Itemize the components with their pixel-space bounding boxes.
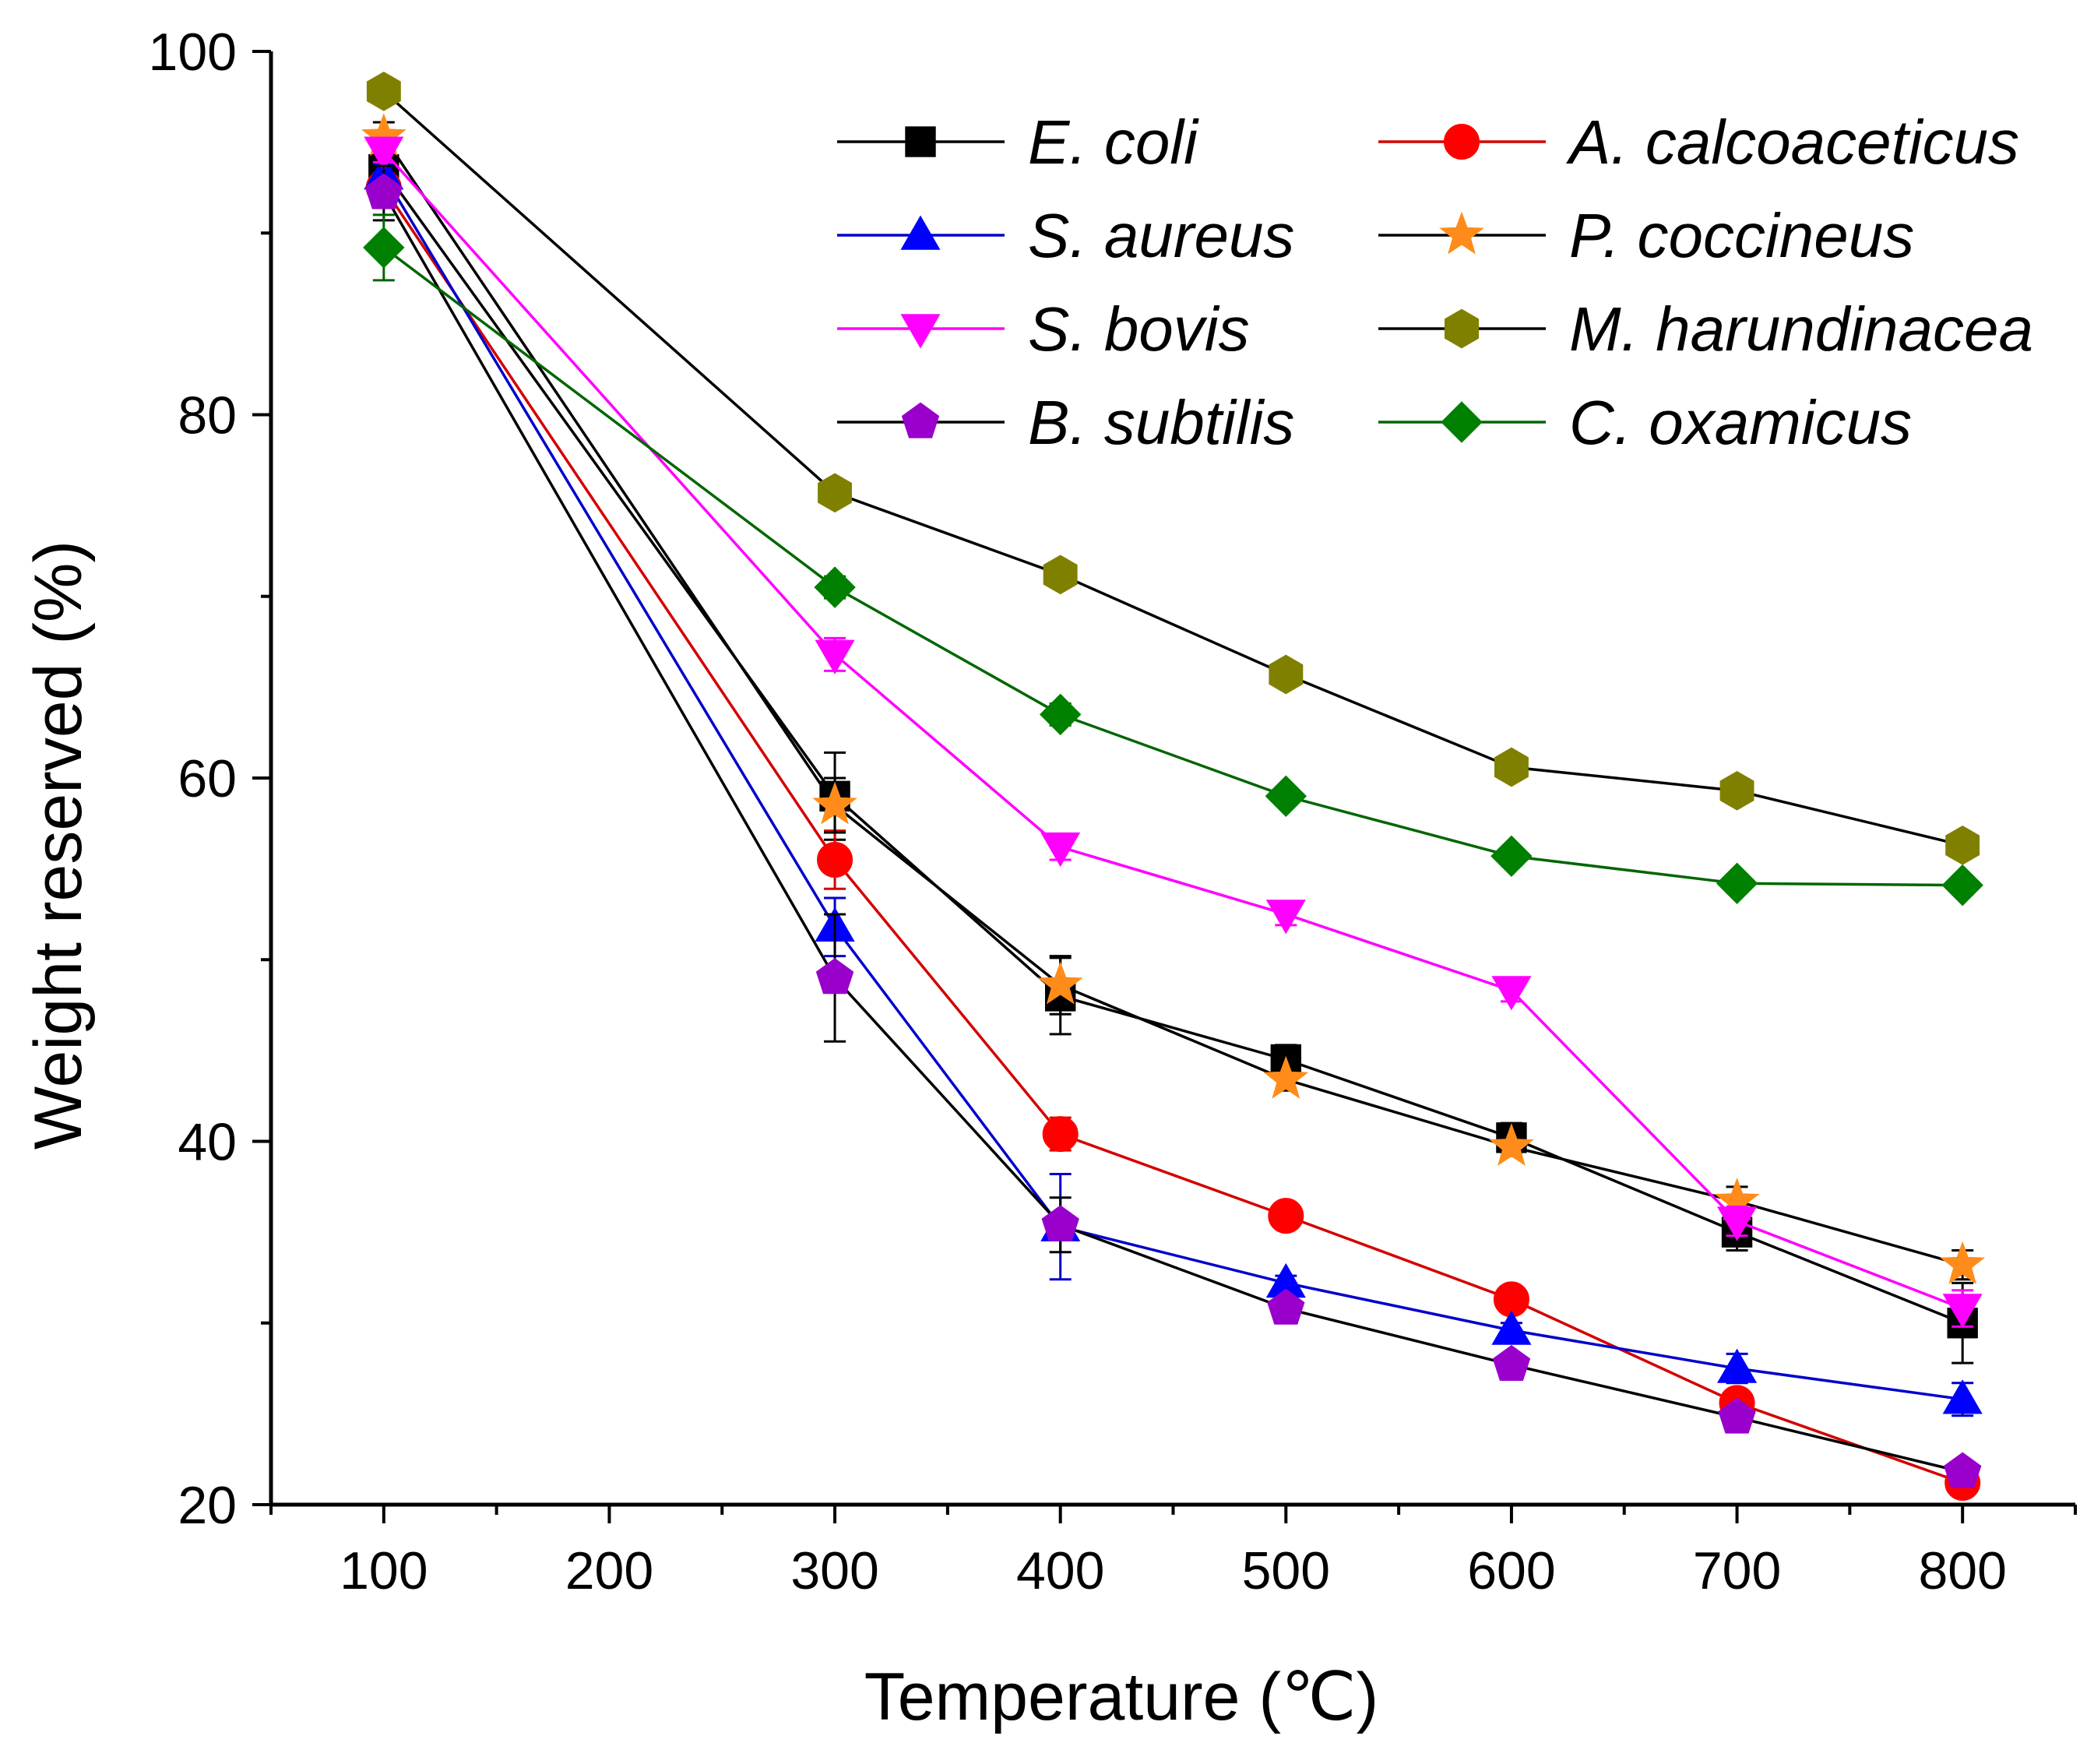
y-tick-label: 100 [149, 23, 237, 82]
data-point [1716, 1348, 1758, 1383]
data-point [1040, 832, 1081, 868]
data-point [1941, 864, 1983, 907]
data-point [1263, 1055, 1309, 1099]
data-point [1269, 654, 1304, 695]
data-point [814, 566, 856, 608]
legend-marker [1445, 308, 1479, 349]
data-point [1494, 747, 1529, 787]
legend-marker [900, 314, 941, 349]
data-point [1490, 835, 1533, 878]
legend-label: S. aureus [1028, 201, 1294, 270]
axes: 100 200 300 400 500 600 700 800 20 40 60 80 100 [149, 23, 2077, 1600]
x-tick-label: 800 [1918, 1541, 2006, 1600]
data-point [1041, 1205, 1079, 1241]
legend-label: B. subtilis [1028, 388, 1294, 457]
plot-area [361, 71, 1986, 1502]
legend-marker [901, 402, 940, 438]
data-point [1265, 900, 1306, 935]
data-point [1268, 1198, 1304, 1234]
legend-item: S. aureus [837, 201, 1294, 270]
legend-marker [1444, 124, 1480, 160]
data-point [364, 173, 403, 209]
data-point [1940, 1241, 1986, 1284]
x-tick-label: 400 [1016, 1541, 1104, 1600]
data-point [1716, 1206, 1758, 1241]
series-b-subtilis [364, 164, 1982, 1488]
y-tick-label: 40 [178, 1113, 237, 1172]
data-point [1039, 693, 1082, 736]
data-point [1267, 1288, 1305, 1325]
x-tick-label: 500 [1242, 1541, 1330, 1600]
data-point [815, 639, 855, 674]
data-point [1944, 1452, 1982, 1488]
legend-marker [900, 215, 941, 250]
x-tick-label: 700 [1693, 1541, 1781, 1600]
data-point [1489, 1123, 1534, 1167]
legend-label: P. coccineus [1569, 201, 1914, 270]
legend-marker [1441, 401, 1483, 443]
legend-item: A. calcoaceticus [1378, 107, 2019, 177]
data-point [1719, 770, 1754, 811]
legend-item: B. subtilis [837, 388, 1294, 457]
data-point [1716, 862, 1758, 905]
data-point [366, 71, 401, 111]
data-point [1942, 1294, 1983, 1329]
series-c-oxamicus [363, 213, 1983, 907]
data-point [1043, 555, 1078, 595]
data-point [1491, 1310, 1532, 1345]
data-point [1942, 1379, 1983, 1414]
data-point [817, 841, 853, 878]
legend-item: P. coccineus [1378, 201, 1914, 270]
data-point [364, 136, 404, 171]
legend-label: C. oxamicus [1569, 388, 1912, 457]
data-point [1945, 825, 1980, 865]
data-point [818, 473, 852, 513]
x-tick-label: 600 [1467, 1541, 1555, 1600]
data-point [1492, 1344, 1531, 1381]
series-p-coccineus [361, 113, 1986, 1284]
legend-item: C. oxamicus [1378, 388, 1912, 457]
legend-marker [1439, 211, 1484, 255]
y-tick-label: 20 [178, 1476, 237, 1535]
data-point [1265, 775, 1307, 818]
data-point [815, 958, 854, 995]
legend-item: E. coli [837, 107, 1199, 177]
y-tick-label: 80 [178, 386, 237, 445]
x-axis-title: Temperature (℃) [864, 1660, 1379, 1734]
legend-label: A. calcoaceticus [1566, 107, 2019, 177]
y-tick-label: 60 [178, 749, 237, 808]
x-tick-label: 100 [340, 1541, 428, 1600]
data-point [1042, 1116, 1079, 1153]
data-point [363, 227, 405, 269]
data-point [1037, 961, 1083, 1005]
legend-item: M. harundinacea [1378, 294, 2033, 364]
legend-label: S. bovis [1028, 294, 1250, 364]
data-point [812, 781, 857, 825]
legend: E. coli A. calcoaceticus S. aureus P. cocci… [837, 107, 2033, 457]
legend-marker [905, 126, 936, 157]
data-point [1718, 1397, 1756, 1434]
legend-label: E. coli [1028, 107, 1199, 177]
data-point [1491, 976, 1532, 1011]
series-m-harundinacea [366, 71, 1980, 865]
x-tick-label: 300 [790, 1541, 878, 1600]
series-s-bovis [364, 136, 1983, 1329]
y-axis-title: Weight reserved (%) [21, 540, 96, 1150]
legend-item: S. bovis [837, 294, 1250, 364]
x-tick-label: 200 [565, 1541, 653, 1600]
legend-label: M. harundinacea [1569, 294, 2033, 364]
